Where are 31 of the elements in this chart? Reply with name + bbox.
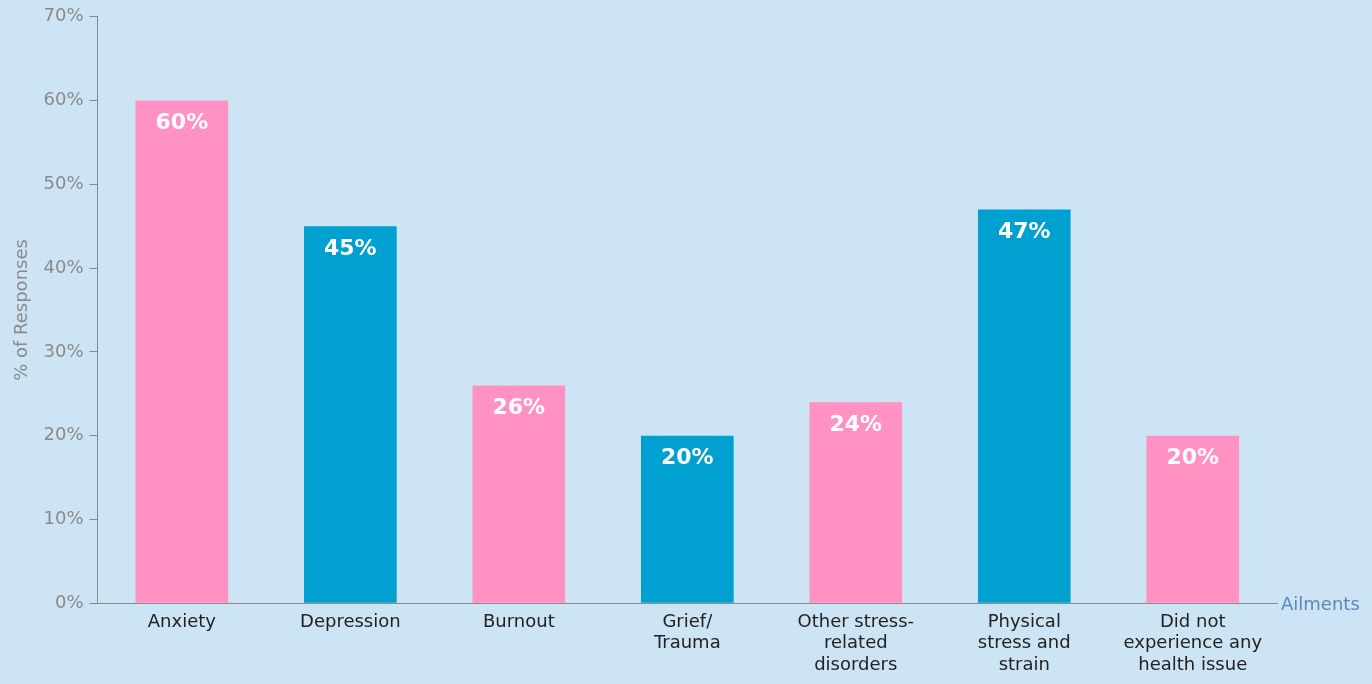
x-tick-label: Depression [300,609,401,631]
bar [809,402,903,603]
x-tick-label: Burnout [482,609,555,631]
x-tick-label: Anxiety [147,609,217,631]
y-tick-label: 60% [43,88,84,110]
data-label: 20% [1166,444,1220,470]
y-tick-label: 70% [43,4,84,26]
x-tick-label: Did not experience any health issue [1123,609,1263,674]
x-axis-title: Ailments [1281,592,1360,614]
y-tick-label: 10% [43,507,84,529]
data-label: 60% [155,109,209,135]
data-label: 24% [829,410,883,436]
y-tick-label: 40% [43,255,84,277]
bar [135,100,229,603]
y-axis-title: % of Responses [10,239,32,381]
y-tick-label: 20% [43,423,84,445]
bar [640,435,734,603]
x-tick-label: Physical stress and strain [977,609,1071,674]
y-tick-label: 50% [43,172,84,194]
x-tick-label: Grief/Trauma [652,609,721,653]
bar [304,226,397,603]
data-label: 47% [997,218,1051,244]
bar [1146,435,1240,603]
bar [977,209,1071,603]
bar [472,385,566,603]
y-tick-label: 30% [43,339,84,361]
x-tick-label: Other stress-related disorders [797,609,915,674]
data-label: 45% [324,234,377,260]
y-tick-label: 0% [55,590,84,612]
data-label: 20% [660,444,714,470]
data-label: 26% [492,394,546,420]
